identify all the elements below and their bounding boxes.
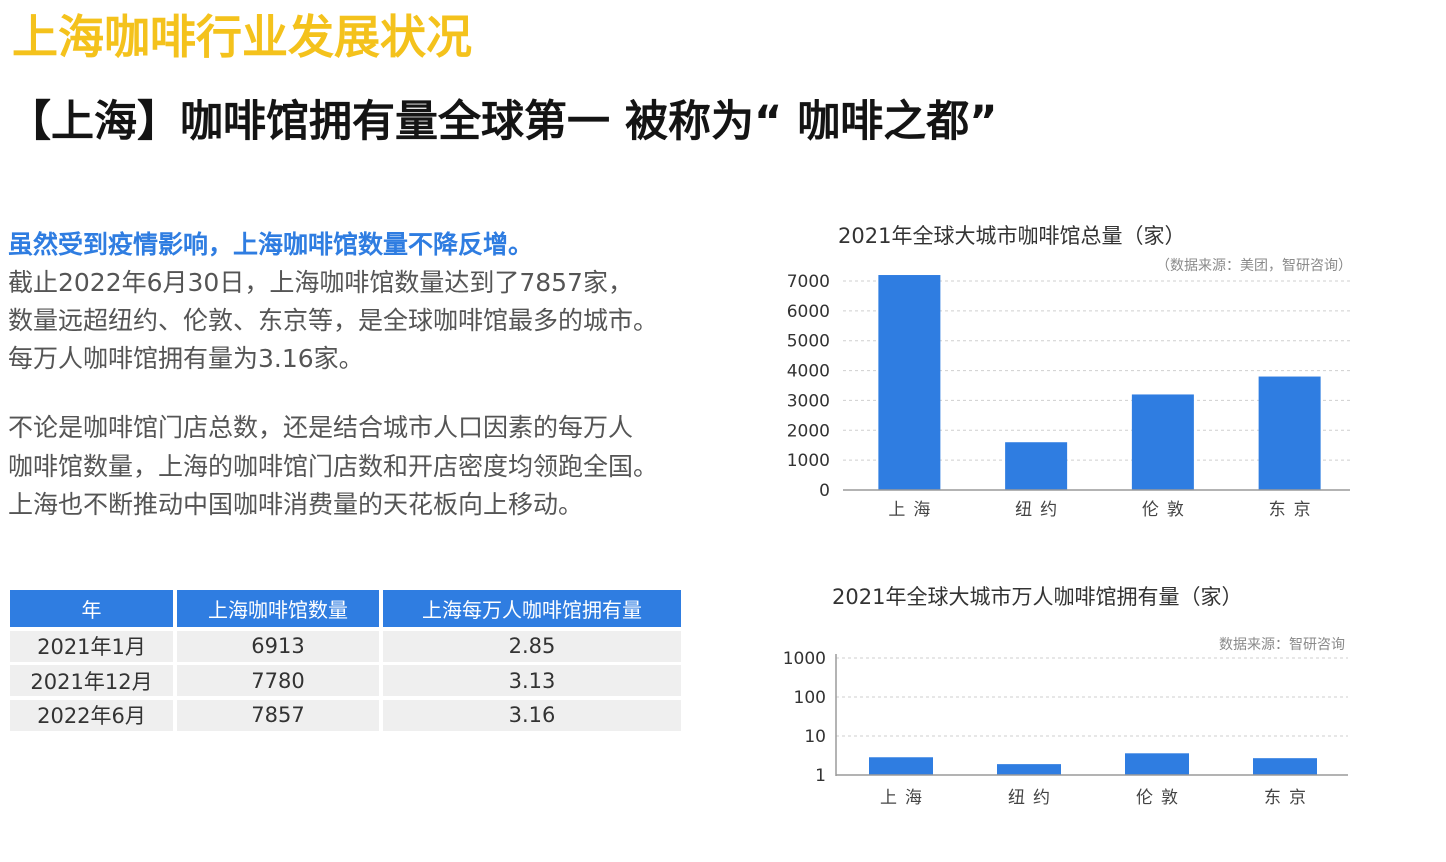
- table-cell: 2022年6月: [10, 699, 173, 731]
- cafe-count-bar-chart: 0 1000 2000 3000 4000 5000 6000 7000 上海 纽约 伦敦 东京: [787, 272, 1350, 520]
- bar: [1258, 376, 1321, 490]
- page-subtitle: 【上海】咖啡馆拥有量全球第一 被称为“ 咖啡之都”: [8, 97, 998, 147]
- y-tick-label: 6000: [787, 302, 830, 322]
- x-category-label: 上海: [880, 788, 930, 808]
- y-tick-label: 0: [819, 481, 830, 501]
- table-header-count: 上海咖啡馆数量: [177, 590, 379, 627]
- intro-line: 每万人咖啡馆拥有量为3.16家。: [8, 344, 364, 373]
- table-cell: 2021年1月: [10, 630, 173, 662]
- y-tick-label: 1: [815, 766, 826, 786]
- table-cell: 3.16: [383, 699, 681, 731]
- x-category-label: 伦敦: [1136, 788, 1186, 808]
- x-category-label: 东京: [1269, 500, 1319, 520]
- table-header-year: 年: [10, 590, 173, 627]
- chart-title: 2021年全球大城市万人咖啡馆拥有量（家）: [832, 585, 1243, 609]
- cafe-density-bar-chart: 1 10 100 1000 上海 纽约 伦敦 东京: [783, 649, 1348, 808]
- x-category-label: 纽约: [1015, 500, 1065, 520]
- table-cell: 6913: [177, 630, 379, 662]
- y-tick-label: 3000: [787, 391, 830, 411]
- table-cell: 7857: [177, 699, 379, 731]
- x-category-label: 东京: [1264, 788, 1314, 808]
- intro-line: 截止2022年6月30日，上海咖啡馆数量达到了7857家，: [8, 268, 633, 297]
- bar: [1253, 758, 1317, 775]
- intro-paragraph: 虽然受到疫情影响，上海咖啡馆数量不降反增。 截止2022年6月30日，上海咖啡馆…: [8, 226, 658, 378]
- chart-source: 数据来源：智研咨询: [1219, 637, 1345, 653]
- intro-highlight: 虽然受到疫情影响，上海咖啡馆数量不降反增。: [8, 230, 534, 259]
- table-cell: 3.13: [383, 665, 681, 696]
- y-tick-label: 4000: [787, 362, 830, 382]
- bar: [878, 275, 941, 490]
- stats-table: 年 上海咖啡馆数量 上海每万人咖啡馆拥有量 2021年1月 6913 2.85 …: [10, 590, 681, 731]
- detail-paragraph: 不论是咖啡馆门店总数，还是结合城市人口因素的每万人 咖啡馆数量，上海的咖啡馆门店…: [8, 409, 658, 525]
- bar: [1125, 753, 1189, 775]
- y-tick-label: 2000: [787, 421, 830, 441]
- chart-source: （数据来源：美团，智研咨询）: [1156, 258, 1352, 274]
- detail-line: 上海也不断推动中国咖啡消费量的天花板向上移动。: [8, 490, 584, 519]
- bar: [869, 757, 933, 775]
- detail-line: 咖啡馆数量，上海的咖啡馆门店数和开店密度均领跑全国。: [8, 451, 659, 481]
- y-tick-label: 5000: [787, 332, 830, 352]
- bar: [1005, 442, 1068, 490]
- table-header-density: 上海每万人咖啡馆拥有量: [383, 590, 681, 627]
- y-tick-label: 100: [794, 688, 826, 708]
- bar: [1131, 394, 1194, 490]
- x-category-label: 伦敦: [1142, 500, 1192, 520]
- x-category-label: 纽约: [1008, 788, 1058, 808]
- chart-title: 2021年全球大城市咖啡馆总量（家）: [838, 224, 1186, 248]
- page-title: 上海咖啡行业发展状况: [12, 10, 472, 64]
- y-tick-label: 1000: [783, 649, 826, 669]
- table-cell: 2.85: [383, 630, 681, 662]
- table-cell: 2021年12月: [10, 665, 173, 696]
- table-cell: 7780: [177, 665, 379, 696]
- y-tick-label: 10: [804, 727, 826, 747]
- y-tick-label: 7000: [787, 272, 830, 292]
- bar: [997, 764, 1061, 775]
- y-tick-label: 1000: [787, 451, 830, 471]
- x-category-label: 上海: [888, 500, 938, 520]
- detail-line: 不论是咖啡馆门店总数，还是结合城市人口因素的每万人: [8, 413, 634, 442]
- intro-line: 数量远超纽约、伦敦、东京等，是全球咖啡馆最多的城市。: [8, 306, 659, 335]
